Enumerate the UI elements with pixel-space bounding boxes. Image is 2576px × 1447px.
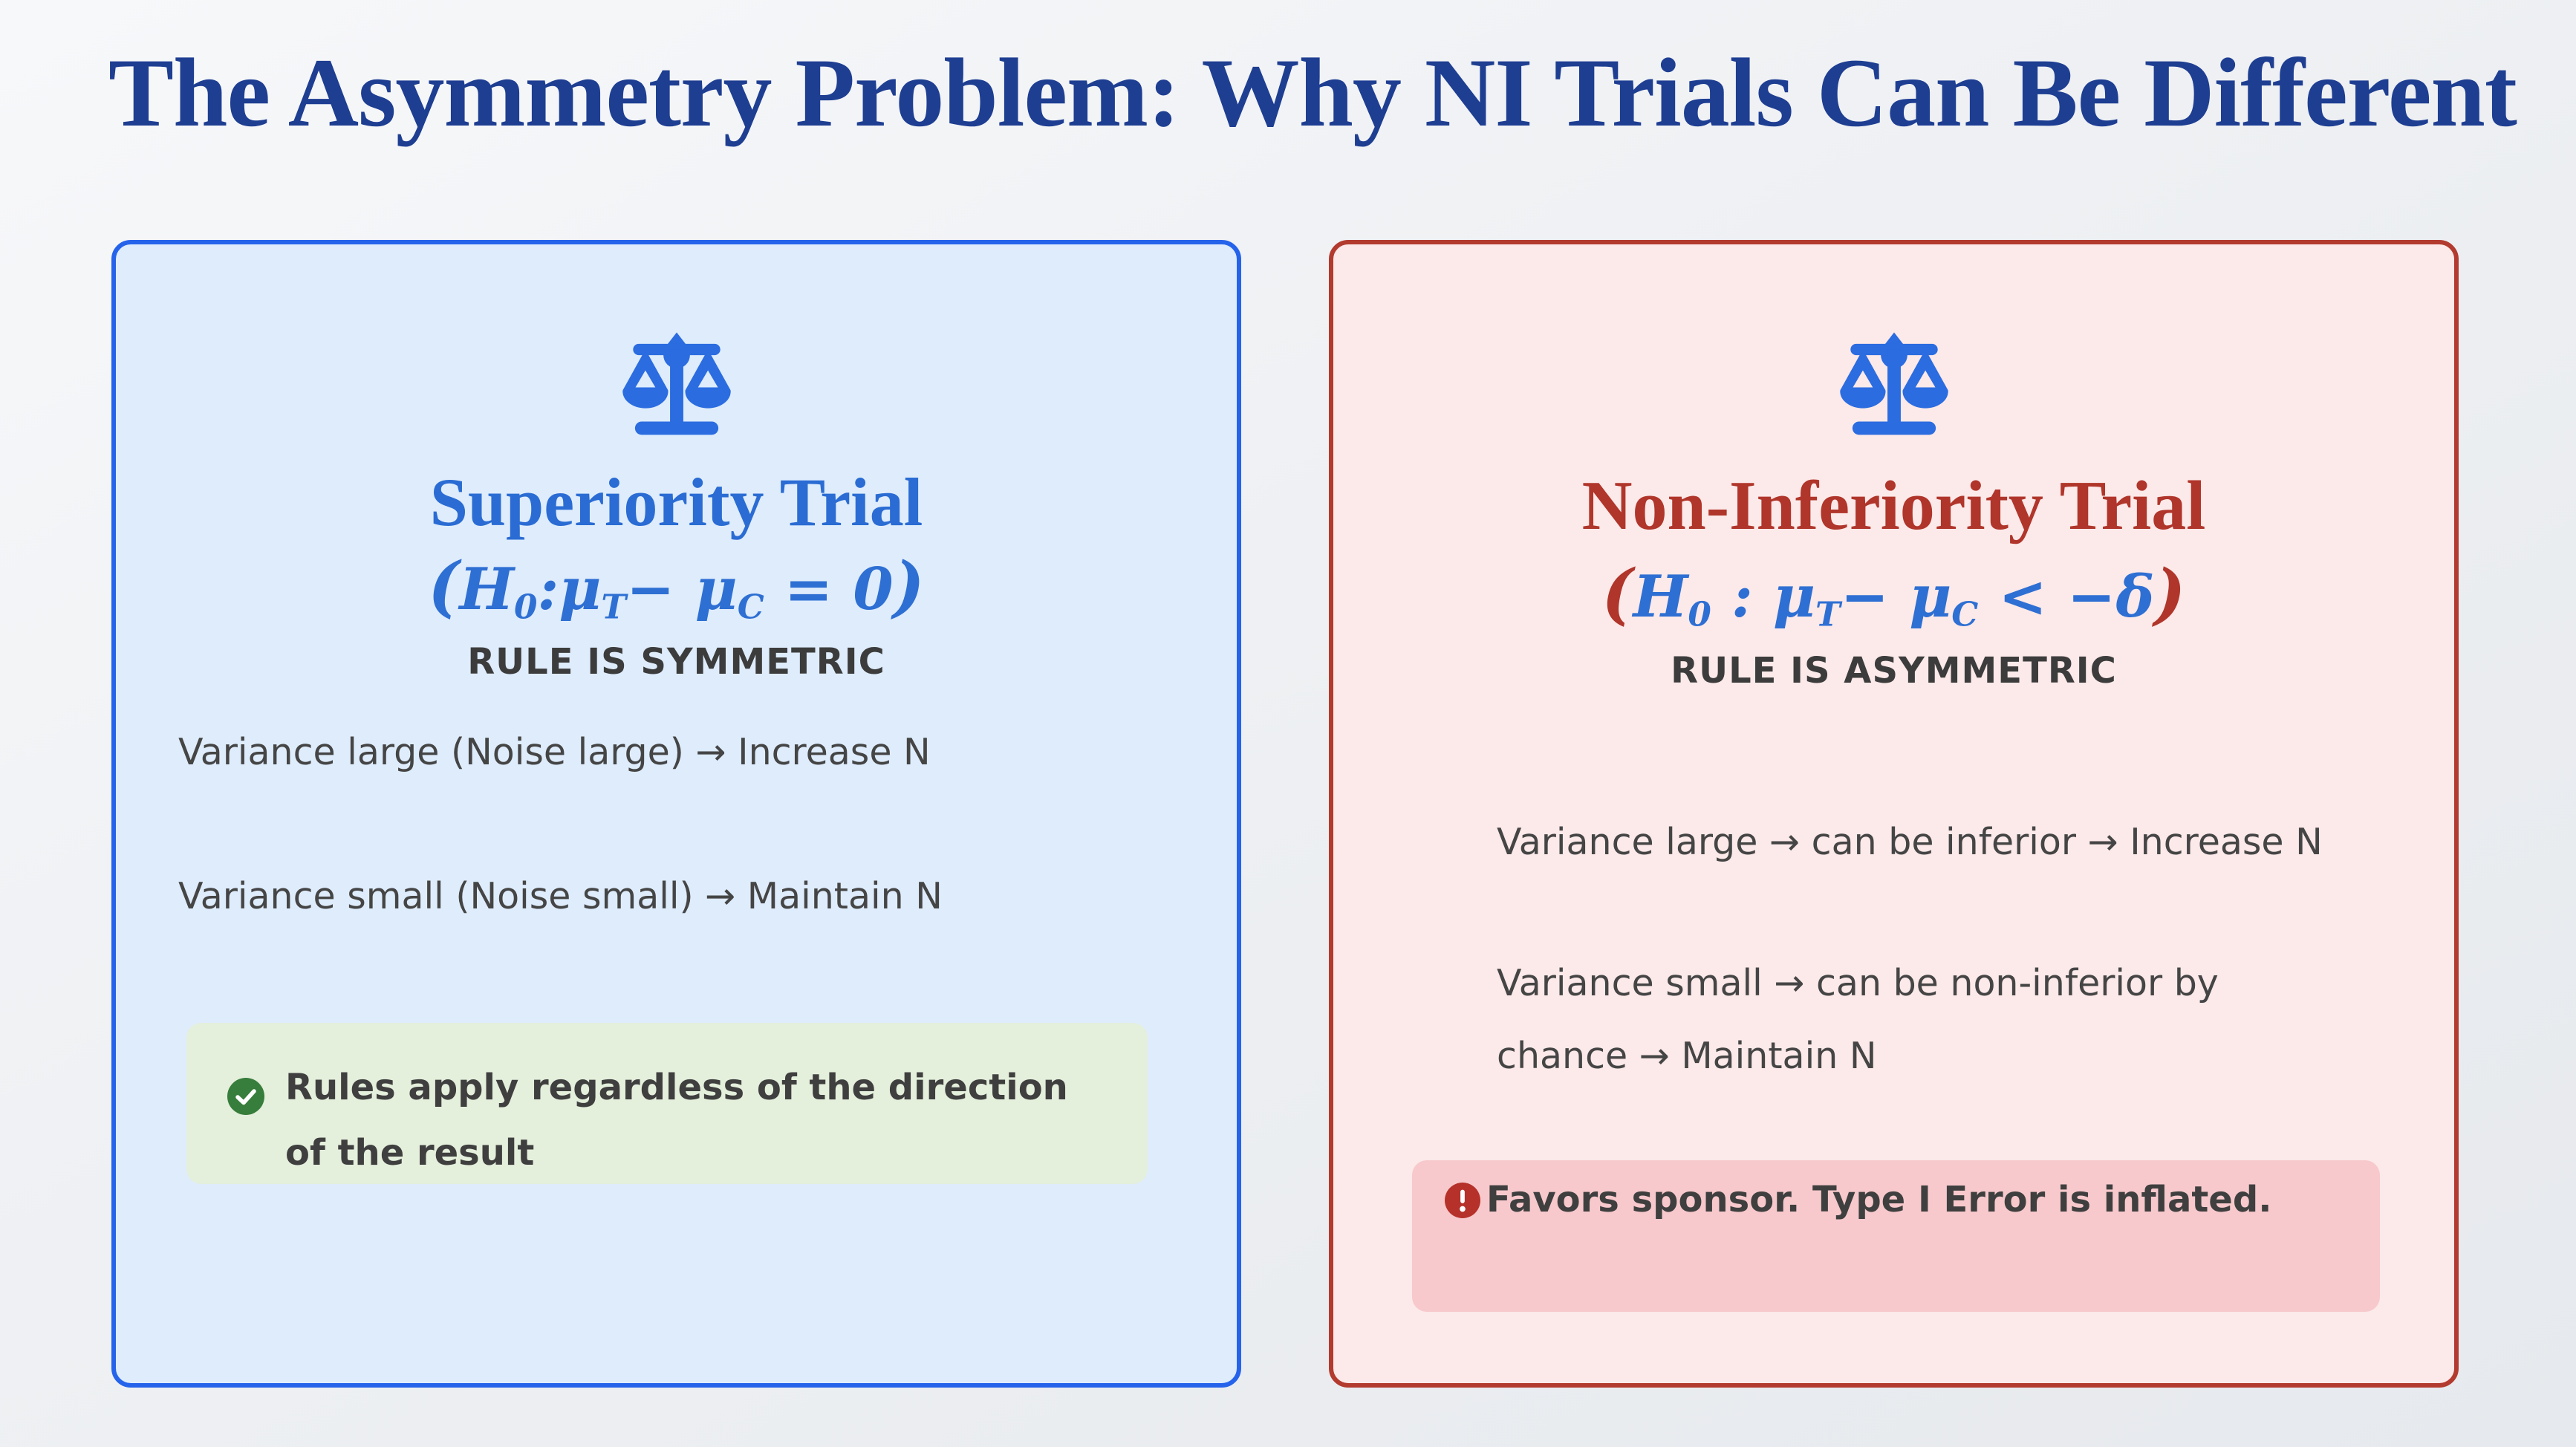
formula-mu-t-sub: T: [1815, 594, 1841, 634]
non-inferiority-card: Non-Inferiority Trial (H0 : μT− μC < −δ)…: [1329, 240, 2459, 1388]
formula-rhs: 0: [853, 556, 894, 623]
callout-text: Rules apply regardless of the direction …: [285, 1067, 1068, 1174]
formula-h-sub: 0: [1688, 594, 1711, 634]
formula-mu-c: μ: [1909, 563, 1952, 631]
balance-scale-icon: [1333, 331, 2454, 443]
variance-point: Variance small → can be non-inferior by …: [1497, 962, 2219, 1077]
null-hypothesis-formula: (H0:μT− μC = 0): [116, 547, 1237, 625]
card-title: Non-Inferiority Trial: [1581, 467, 2206, 544]
alert-circle-icon: [1445, 1183, 1480, 1218]
formula-sep: :: [1711, 563, 1773, 631]
comparison-cards: Superiority Trial (H0:μT− μC = 0) RULE I…: [111, 240, 2459, 1388]
balance-scale-icon: [116, 331, 1237, 443]
formula-close-paren: ): [893, 547, 925, 625]
formula-open-paren: (: [1601, 555, 1633, 632]
formula-mu-c-sub: C: [1951, 594, 1979, 634]
rule-label: RULE IS ASYMMETRIC: [1671, 650, 2117, 692]
formula-close-paren: ): [2154, 555, 2186, 632]
null-hypothesis-formula: (H0 : μT− μC < −δ): [1333, 555, 2454, 632]
formula-op: =: [764, 556, 853, 623]
formula-mu-t: μ: [1772, 563, 1816, 631]
formula-sep: :: [537, 556, 559, 623]
formula-mu-t-sub: T: [601, 587, 627, 627]
card-title: Superiority Trial: [429, 464, 923, 540]
formula-rhs: −δ: [2066, 563, 2155, 631]
rule-label: RULE IS SYMMETRIC: [467, 641, 885, 683]
formula-open-paren: (: [428, 547, 460, 625]
check-circle-icon: [227, 1078, 264, 1115]
takeaway-callout: Rules apply regardless of the direction …: [186, 1023, 1148, 1184]
formula-mu-c-sub: C: [737, 587, 764, 627]
callout-text: Favors sponsor. Type I Error is inflated…: [1486, 1179, 2272, 1220]
formula-minus: −: [626, 556, 695, 623]
formula-h-sub: 0: [514, 587, 538, 627]
superiority-card: Superiority Trial (H0:μT− μC = 0) RULE I…: [111, 240, 1241, 1388]
formula-mu-t: μ: [559, 556, 602, 623]
formula-h: H: [1633, 563, 1688, 631]
formula-mu-c: μ: [695, 556, 738, 623]
formula-h: H: [459, 556, 515, 623]
formula-op: <: [1978, 563, 2067, 631]
variance-point: Variance small (Noise small) → Maintain …: [178, 875, 943, 917]
variance-point: Variance large (Noise large) → Increase …: [178, 731, 931, 773]
variance-point: Variance large → can be inferior → Incre…: [1497, 821, 2323, 863]
page-title: The Asymmetry Problem: Why NI Trials Can…: [108, 38, 2517, 147]
formula-minus: −: [1840, 563, 1910, 631]
warning-callout: Favors sponsor. Type I Error is inflated…: [1412, 1160, 2380, 1312]
